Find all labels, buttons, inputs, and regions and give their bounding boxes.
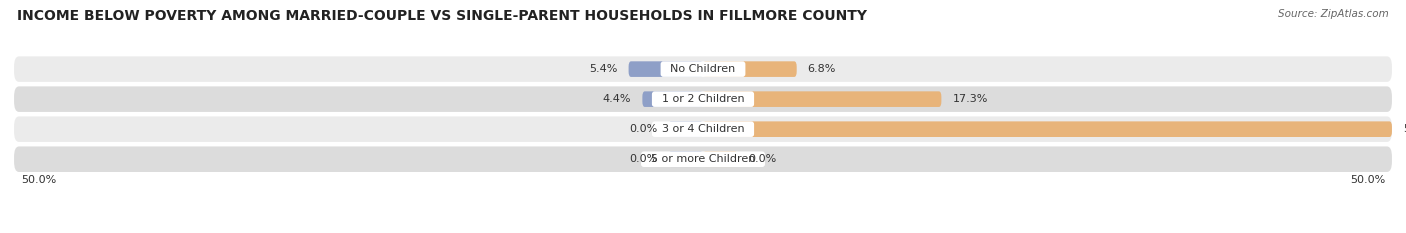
Text: 17.3%: 17.3% (952, 94, 988, 104)
Text: 0.0%: 0.0% (748, 154, 776, 164)
FancyBboxPatch shape (703, 91, 942, 107)
FancyBboxPatch shape (703, 61, 797, 77)
Text: 0.0%: 0.0% (630, 124, 658, 134)
FancyBboxPatch shape (14, 56, 1392, 82)
FancyBboxPatch shape (628, 61, 703, 77)
FancyBboxPatch shape (14, 147, 1392, 172)
FancyBboxPatch shape (703, 151, 738, 167)
FancyBboxPatch shape (14, 116, 1392, 142)
FancyBboxPatch shape (703, 121, 1392, 137)
FancyBboxPatch shape (669, 121, 703, 137)
Text: 5.4%: 5.4% (589, 64, 617, 74)
Text: 6.8%: 6.8% (807, 64, 837, 74)
Text: 4.4%: 4.4% (603, 94, 631, 104)
Text: 1 or 2 Children: 1 or 2 Children (655, 94, 751, 104)
Text: 3 or 4 Children: 3 or 4 Children (655, 124, 751, 134)
Text: 50.0%: 50.0% (21, 175, 56, 185)
Text: INCOME BELOW POVERTY AMONG MARRIED-COUPLE VS SINGLE-PARENT HOUSEHOLDS IN FILLMOR: INCOME BELOW POVERTY AMONG MARRIED-COUPL… (17, 9, 868, 23)
FancyBboxPatch shape (14, 86, 1392, 112)
FancyBboxPatch shape (669, 151, 703, 167)
Text: 5 or more Children: 5 or more Children (644, 154, 762, 164)
Text: 50.0%: 50.0% (1350, 175, 1385, 185)
Text: 50.0%: 50.0% (1403, 124, 1406, 134)
Text: Source: ZipAtlas.com: Source: ZipAtlas.com (1278, 9, 1389, 19)
Text: No Children: No Children (664, 64, 742, 74)
FancyBboxPatch shape (643, 91, 703, 107)
Text: 0.0%: 0.0% (630, 154, 658, 164)
